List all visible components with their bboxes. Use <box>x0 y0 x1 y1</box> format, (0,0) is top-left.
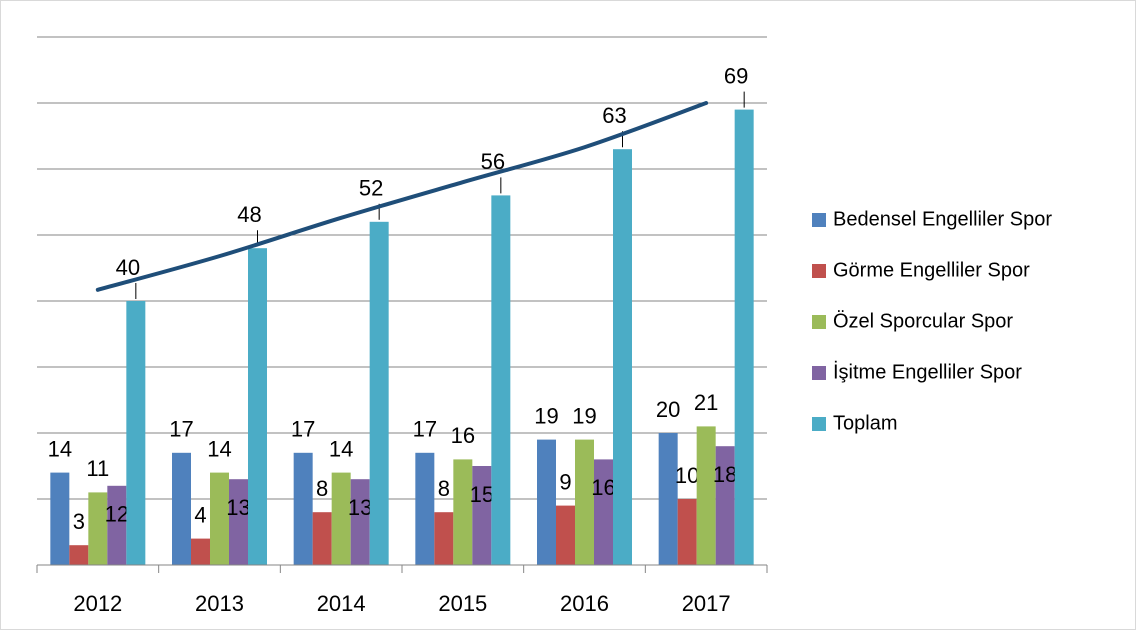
legend-swatch <box>812 213 826 227</box>
data-label: 8 <box>316 476 328 501</box>
bar <box>191 538 210 565</box>
bar <box>248 248 267 565</box>
bar <box>210 472 229 565</box>
bar <box>537 439 556 565</box>
data-label: 21 <box>694 390 718 415</box>
legend-swatch <box>812 366 826 380</box>
bar <box>734 109 754 565</box>
data-label: 10 <box>675 463 699 488</box>
data-label: 16 <box>591 475 615 500</box>
bar <box>556 505 575 565</box>
x-tick-label: 2013 <box>195 591 244 616</box>
x-tick-label: 2017 <box>682 591 731 616</box>
data-label: 40 <box>116 255 140 280</box>
data-label: 19 <box>572 403 596 428</box>
x-tick-label: 2015 <box>438 591 487 616</box>
legend-label: Bedensel Engelliler Spor <box>833 208 1052 230</box>
data-label: 14 <box>329 436 353 461</box>
bar <box>415 452 435 565</box>
data-label: 17 <box>169 417 193 442</box>
bar <box>107 485 127 565</box>
data-label: 9 <box>559 469 571 494</box>
bar <box>696 426 716 565</box>
data-label: 18 <box>713 462 737 487</box>
bar <box>69 545 89 565</box>
data-label: 14 <box>207 436 231 461</box>
bar <box>453 459 473 565</box>
bar <box>472 466 492 565</box>
x-tick-label: 2016 <box>560 591 609 616</box>
bar <box>491 195 511 565</box>
bar <box>172 452 191 565</box>
legend-swatch <box>812 315 826 329</box>
legend-swatch <box>812 264 826 278</box>
bar <box>613 149 632 565</box>
legend-swatch <box>812 417 826 431</box>
data-label: 17 <box>291 417 315 442</box>
bar <box>126 301 146 565</box>
data-label: 13 <box>348 495 372 520</box>
data-label: 52 <box>359 176 383 201</box>
data-label: 4 <box>194 502 206 527</box>
bar <box>88 492 108 565</box>
data-label: 19 <box>534 403 558 428</box>
legend-label: İşitme Engelliler Spor <box>833 360 1022 383</box>
data-label: 14 <box>48 436 72 461</box>
x-tick-label: 2014 <box>317 591 366 616</box>
bar <box>434 512 454 565</box>
bar <box>658 433 678 565</box>
data-label: 11 <box>86 456 109 481</box>
bar <box>575 439 594 565</box>
data-label: 20 <box>656 397 680 422</box>
data-label: 12 <box>105 502 129 527</box>
bar <box>715 446 735 565</box>
bar <box>677 499 697 565</box>
data-label: 17 <box>413 417 437 442</box>
data-label: 69 <box>724 63 748 88</box>
bar <box>312 512 332 565</box>
bar <box>594 459 613 565</box>
data-label: 63 <box>602 103 626 128</box>
data-label: 13 <box>226 495 250 520</box>
data-label: 48 <box>237 202 261 227</box>
trendline <box>95 101 709 292</box>
bar <box>50 472 70 565</box>
bar <box>369 221 389 566</box>
bar <box>350 479 370 565</box>
legend: Bedensel Engelliler Spor Görme Engelliler… <box>812 208 1052 434</box>
x-tick-label: 2012 <box>73 591 122 616</box>
data-label: 15 <box>470 482 494 507</box>
data-label: 3 <box>73 509 85 534</box>
bar <box>331 472 351 565</box>
data-label: 8 <box>438 476 450 501</box>
legend-label: Toplam <box>833 412 897 434</box>
bar <box>229 479 248 565</box>
legend-label: Özel Sporcular Spor <box>833 310 1013 332</box>
legend-label: Görme Engelliler Spor <box>833 259 1030 281</box>
bar <box>293 452 313 565</box>
data-label: 16 <box>451 423 475 448</box>
